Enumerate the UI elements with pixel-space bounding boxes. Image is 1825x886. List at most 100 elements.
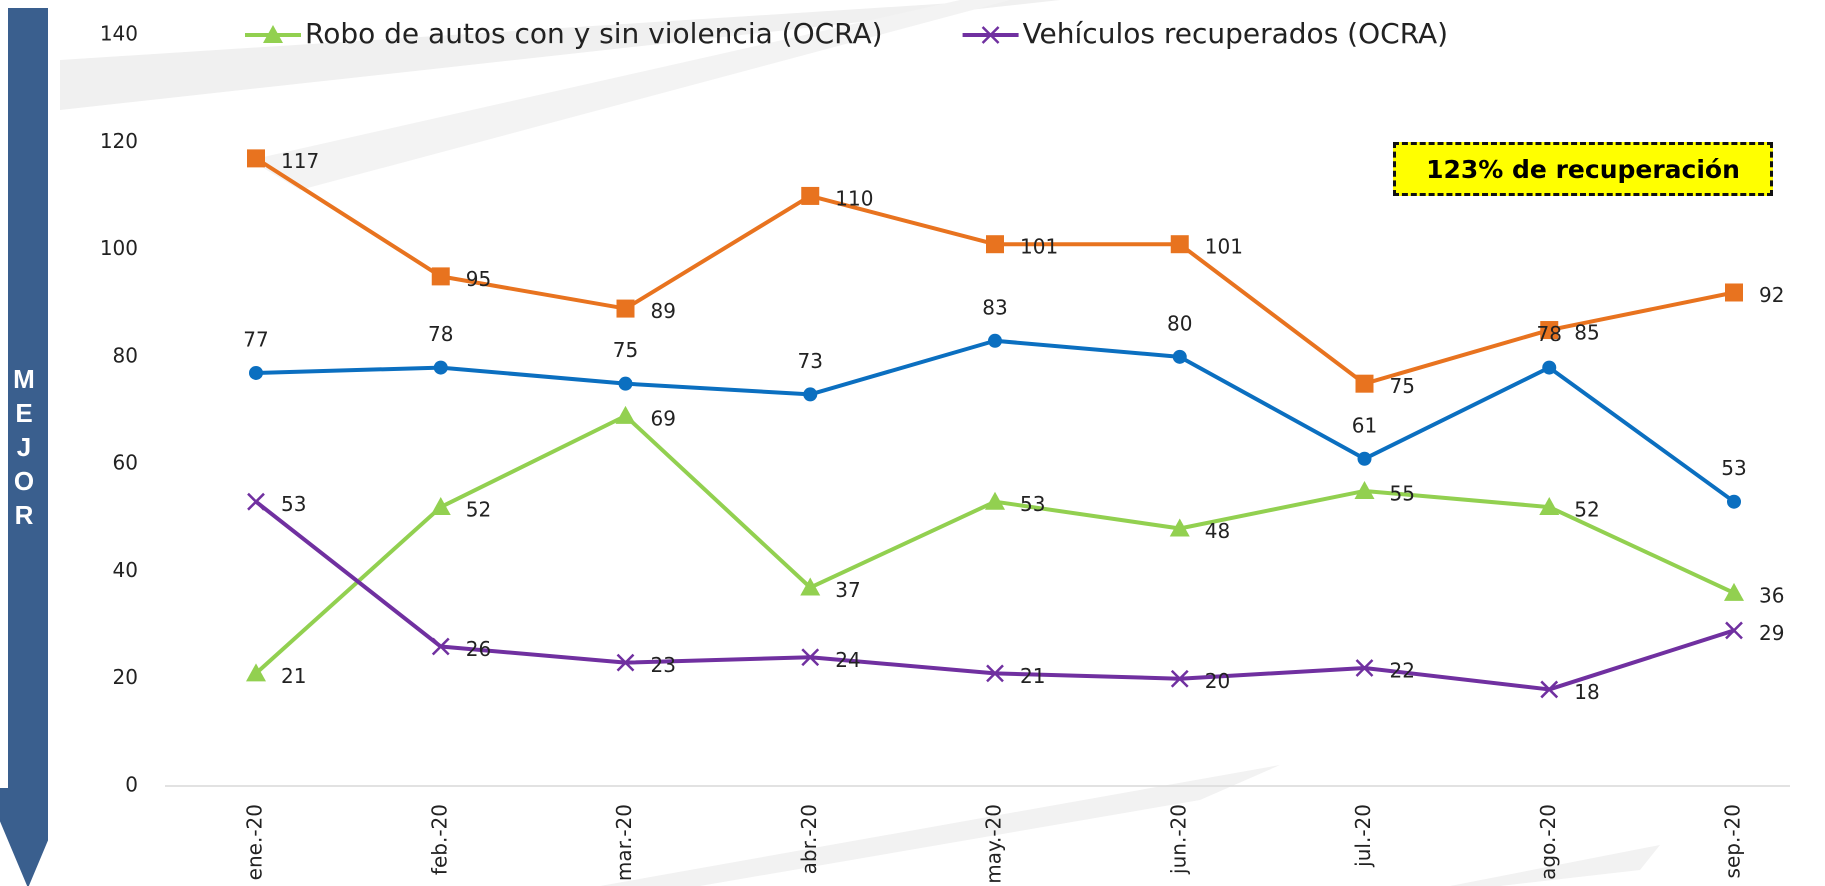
marker — [803, 387, 818, 402]
data-label: 52 — [1574, 498, 1599, 522]
marker — [1169, 518, 1190, 537]
series-line — [254, 500, 1735, 692]
y-tick-label: 20 — [113, 665, 138, 689]
data-label: 78 — [1537, 322, 1562, 346]
marker — [986, 664, 1004, 683]
y-tick-label: 140 — [100, 22, 138, 46]
marker — [430, 497, 451, 516]
marker — [433, 360, 448, 375]
data-label: 85 — [1574, 321, 1599, 345]
marker — [1357, 451, 1372, 466]
data-label: 89 — [651, 299, 676, 323]
data-label: 48 — [1205, 519, 1230, 543]
arrow — [0, 8, 48, 886]
data-label: 61 — [1352, 413, 1377, 437]
y-tick-label: 80 — [113, 343, 138, 367]
marker — [1354, 480, 1375, 499]
marker — [986, 235, 1004, 254]
x-tick-label: mar.-20 — [612, 804, 636, 881]
marker — [615, 405, 636, 424]
data-label: 78 — [428, 322, 453, 346]
side-arrow — [0, 8, 48, 886]
data-label: 53 — [1721, 456, 1746, 480]
marker — [801, 648, 820, 667]
y-tick-label: 40 — [113, 558, 138, 582]
x-tick-label: jul.-20 — [1351, 804, 1375, 868]
y-tick-label: 120 — [100, 129, 138, 153]
marker — [616, 299, 635, 318]
data-label: 37 — [835, 578, 860, 602]
legend-marker — [263, 25, 283, 43]
marker — [1725, 283, 1743, 302]
marker — [431, 637, 450, 656]
marker — [1355, 659, 1374, 677]
series-line — [255, 338, 1736, 504]
marker — [249, 365, 263, 380]
marker — [1542, 360, 1557, 375]
data-label: 69 — [651, 406, 676, 430]
data-label: 83 — [982, 295, 1007, 319]
x-tick-label: ago.-20 — [1536, 804, 1560, 880]
data-label: 101 — [1205, 235, 1243, 259]
data-label: 101 — [1020, 235, 1058, 259]
decor — [600, 765, 1280, 886]
x-tick-label: abr.-20 — [797, 804, 821, 874]
y-tick-label: 60 — [113, 451, 138, 475]
data-label: 36 — [1759, 583, 1784, 607]
marker — [246, 663, 266, 682]
data-label: 22 — [1390, 658, 1415, 682]
data-label: 18 — [1574, 680, 1599, 704]
marker — [985, 491, 1005, 510]
marker — [616, 653, 635, 672]
marker — [618, 376, 633, 391]
marker — [800, 577, 821, 596]
marker — [1725, 621, 1743, 640]
decor — [250, 0, 1010, 190]
x-tick-label: feb.-20 — [427, 804, 451, 875]
marker — [1172, 349, 1187, 364]
x-tick-label: ene.-20 — [243, 804, 267, 880]
data-label: 53 — [1020, 492, 1045, 516]
data-label: 29 — [1759, 621, 1784, 645]
marker — [1539, 497, 1560, 516]
x-tick-label: sep.-20 — [1721, 804, 1745, 878]
data-label: 73 — [798, 349, 823, 373]
marker — [1170, 669, 1189, 688]
marker — [247, 492, 265, 511]
marker — [1540, 680, 1559, 699]
data-label: 24 — [835, 648, 860, 672]
data-label: 52 — [466, 498, 491, 522]
side-label: MEJOR — [13, 364, 35, 530]
data-label: 77 — [243, 327, 268, 351]
data-label: 80 — [1167, 311, 1192, 335]
data-label: 75 — [1390, 374, 1415, 398]
legend-label: Vehículos recuperados (OCRA) — [1023, 17, 1449, 50]
decor — [60, 0, 1060, 110]
data-label: 53 — [281, 492, 306, 516]
data-label: 26 — [466, 637, 491, 661]
series-line — [254, 413, 1735, 675]
data-label: 21 — [281, 664, 306, 688]
y-tick-label: 0 — [125, 773, 138, 797]
data-label: 20 — [1205, 669, 1230, 693]
data-label: 55 — [1390, 481, 1415, 505]
annotation: 123% de recuperación — [1393, 142, 1773, 196]
marker — [988, 333, 1002, 348]
data-label: 75 — [613, 338, 638, 362]
data-label: 110 — [835, 186, 873, 210]
data-label: 117 — [281, 149, 319, 173]
x-tick-label: jun.-20 — [1166, 804, 1190, 875]
legend-marker — [981, 26, 1000, 44]
data-label: 92 — [1759, 283, 1784, 307]
marker — [801, 186, 820, 205]
y-tick-label: 100 — [100, 236, 138, 260]
decor — [1450, 845, 1660, 886]
marker — [1727, 494, 1741, 509]
legend-label: Robo de autos con y sin violencia (OCRA) — [305, 17, 883, 50]
data-label: 23 — [651, 653, 676, 677]
marker — [1724, 582, 1744, 601]
marker — [431, 267, 450, 286]
x-tick-label: may.-20 — [982, 804, 1006, 884]
